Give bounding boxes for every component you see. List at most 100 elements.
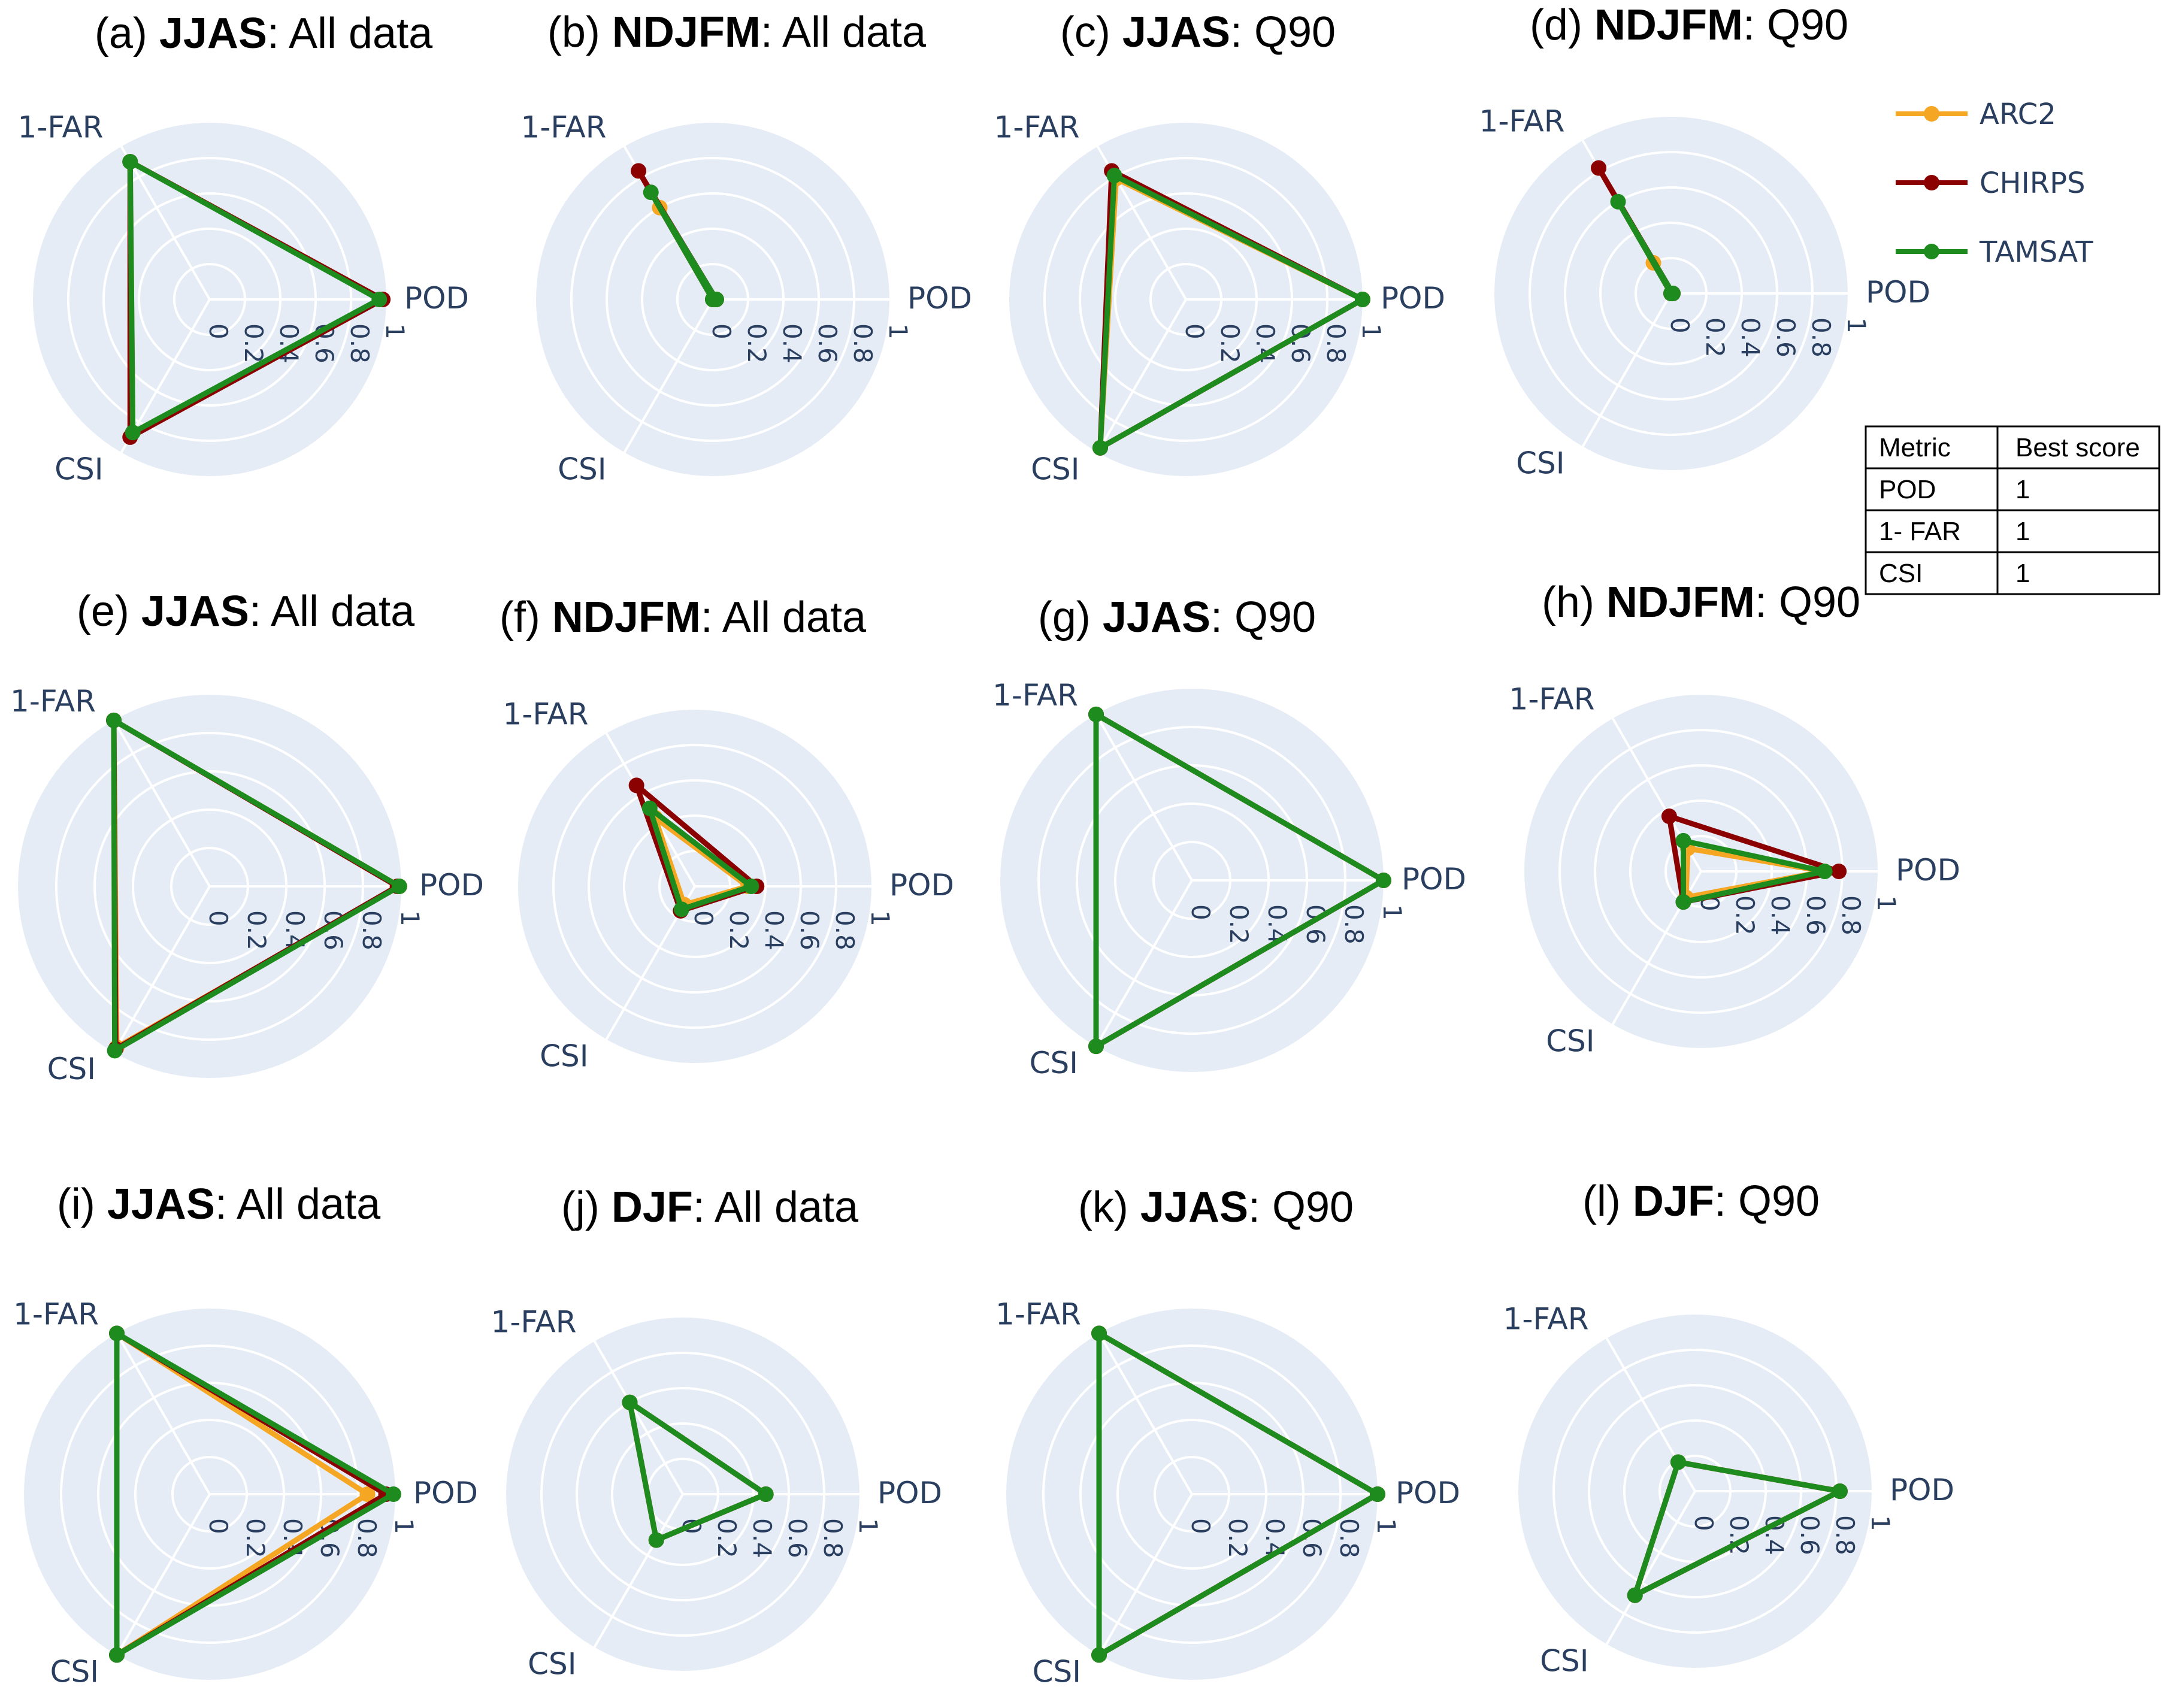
radial-tick-label: 0: [204, 910, 233, 926]
axis-label-pod: POD: [1890, 1473, 1954, 1507]
table-header-cell: Metric: [1879, 433, 1951, 462]
radial-tick-label: 0.4: [759, 910, 789, 950]
axis-spoke: [113, 886, 211, 1053]
series-line-tamsat: [627, 1400, 769, 1543]
radial-tick-label: 0.6: [813, 323, 842, 364]
radial-tick-label: 0.4: [747, 1518, 777, 1558]
table-cell: 1: [2015, 517, 2030, 546]
radial-tick-label: 0.8: [1830, 1515, 1860, 1555]
panel-title-a: (a) JJAS: All data: [95, 10, 433, 57]
legend-marker-chirps: [1924, 175, 1939, 190]
series-point-tamsat: [1663, 286, 1679, 301]
axis-label-csi: CSI: [1546, 1023, 1594, 1058]
best-score-table: Metric Best score POD 1 1- FAR 1 CSI 1: [1865, 425, 2160, 595]
axis-label-pod: POD: [889, 868, 954, 903]
radial-tick-label: 0.2: [1730, 895, 1760, 935]
radial-tick-label: 1: [854, 1518, 883, 1534]
radial-tick-label: 0.2: [239, 323, 268, 364]
panel-title-l: (l) DJF: Q90: [1582, 1177, 1820, 1225]
series-point-tamsat: [1627, 1587, 1643, 1603]
axis-label-pod: POD: [1896, 853, 1960, 888]
axis-label-pod: POD: [907, 281, 972, 316]
series-point-tamsat: [1832, 1483, 1848, 1499]
radial-tick-label: 0.2: [241, 1518, 270, 1558]
panel-title-i: (i) JJAS: All data: [57, 1180, 381, 1228]
radial-tick-label: 0.8: [818, 1518, 848, 1558]
radial-tick-label: 0.2: [1223, 1518, 1252, 1558]
radar-panel-d: 0 0.2 0.4 0.6 0.8 1 POD 1-FAR CSI (d) NDJFM: Q90: [1479, 1, 1930, 480]
axis-label-pod: POD: [1866, 275, 1930, 310]
axis-label-pod: POD: [404, 281, 469, 316]
series-point-tamsat: [643, 184, 659, 201]
axis-label-csi: CSI: [1031, 452, 1079, 486]
axis-label-1-far: 1-FAR: [503, 697, 589, 732]
axis-label-1-far: 1-FAR: [995, 1297, 1081, 1332]
series-point-tamsat: [371, 292, 388, 307]
series-line-tamsat: [1632, 1459, 1843, 1598]
axis-spoke: [116, 1493, 211, 1656]
radial-tick-label: 0.8: [1339, 904, 1369, 944]
series-point-chirps: [1831, 864, 1847, 879]
series-line-tamsat: [647, 805, 754, 912]
axis-label-1-far: 1-FAR: [992, 678, 1078, 713]
axis-spoke: [120, 146, 211, 301]
panel-title-f: (f) NDJFM: All data: [500, 593, 867, 641]
series-point-tamsat: [125, 425, 141, 441]
axis-label-1-far: 1-FAR: [521, 110, 607, 145]
axis-label-1-far: 1-FAR: [1503, 1302, 1589, 1337]
axis-label-pod: POD: [1402, 862, 1466, 897]
radial-tick-label: 0.8: [357, 910, 386, 950]
radial-tick-label: 1: [1357, 323, 1386, 340]
radial-tick-label: 1: [1372, 1518, 1401, 1534]
series-line-tamsat: [1093, 711, 1387, 1049]
series-point-tamsat: [1355, 292, 1370, 307]
axis-label-csi: CSI: [540, 1038, 588, 1073]
table-cell: POD: [1879, 475, 1936, 504]
axis-label-csi: CSI: [1033, 1654, 1081, 1689]
radial-tick-label: 0: [1186, 904, 1215, 920]
series-point-tamsat: [106, 712, 122, 728]
axis-spoke: [1098, 1493, 1193, 1656]
radial-tick-label: 0: [689, 910, 718, 926]
series-point-tamsat: [1088, 706, 1104, 722]
radial-tick-label: 0.2: [724, 910, 753, 950]
axis-label-1-far: 1-FAR: [491, 1305, 577, 1340]
axis-label-csi: CSI: [55, 452, 103, 486]
axis-label-csi: CSI: [1030, 1046, 1078, 1080]
radial-tick-label: 0: [1665, 317, 1694, 334]
radial-tick-label: 0.2: [242, 910, 271, 950]
series-point-tamsat: [1610, 193, 1626, 210]
radial-tick-label: 0.6: [783, 1518, 812, 1558]
axis-label-1-far: 1-FAR: [1479, 104, 1565, 139]
series-point-tamsat: [109, 1647, 125, 1663]
radial-tick-label: 0: [204, 1518, 233, 1534]
axis-label-1-far: 1-FAR: [994, 110, 1080, 145]
axis-spoke: [593, 1494, 684, 1648]
axis-spoke: [1098, 1333, 1193, 1495]
radial-tick-label: 0.6: [1795, 1515, 1824, 1555]
series-point-tamsat: [758, 1486, 774, 1502]
radial-tick-label: 0: [707, 323, 736, 340]
radial-tick-label: 0: [1689, 1515, 1718, 1531]
series-point-tamsat: [107, 1043, 123, 1059]
radial-tick-label: 0.2: [742, 323, 771, 364]
series-point-arc2: [359, 1486, 376, 1502]
axis-spoke: [1095, 713, 1193, 881]
series-point-tamsat: [1088, 1038, 1104, 1055]
series-point-chirps: [1591, 160, 1607, 176]
axis-label-csi: CSI: [50, 1654, 99, 1689]
table-cell: 1: [2015, 475, 2030, 504]
axis-spoke: [593, 1340, 684, 1495]
axis-spoke: [1605, 1491, 1696, 1645]
series-point-tamsat: [1817, 864, 1833, 879]
table-cell: 1: [2015, 559, 2030, 588]
radial-tick-label: 1: [1842, 317, 1871, 334]
series-point-tamsat: [673, 901, 689, 917]
radial-tick-label: 1: [395, 910, 425, 926]
series-point-tamsat: [1675, 832, 1691, 849]
